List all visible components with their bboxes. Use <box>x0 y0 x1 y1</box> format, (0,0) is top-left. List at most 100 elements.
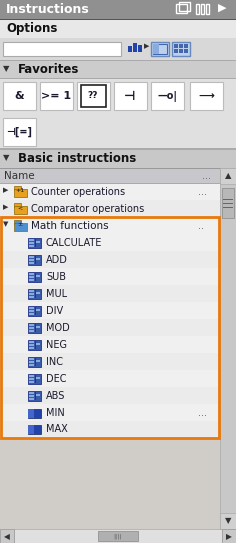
Bar <box>14 186 21 190</box>
Bar <box>29 347 34 349</box>
Bar <box>35 307 36 315</box>
Text: ⟶: ⟶ <box>198 91 214 101</box>
Bar <box>36 275 40 277</box>
Bar <box>220 513 236 529</box>
Bar <box>29 324 34 326</box>
Text: Favorites: Favorites <box>18 63 79 76</box>
Text: ⊣[=]: ⊣[=] <box>6 127 32 137</box>
Bar <box>174 49 178 53</box>
Bar <box>0 285 220 302</box>
Bar <box>29 378 34 380</box>
Bar <box>222 188 234 218</box>
Bar <box>35 358 36 366</box>
Bar <box>98 531 138 541</box>
Bar <box>29 276 34 278</box>
Bar <box>0 60 236 61</box>
Bar <box>0 302 220 319</box>
Text: ▼: ▼ <box>3 64 9 73</box>
Bar <box>0 370 220 387</box>
Text: ▶: ▶ <box>3 204 8 210</box>
Bar <box>29 327 34 329</box>
Bar <box>0 148 236 150</box>
Bar <box>36 394 40 396</box>
Text: ..: .. <box>198 221 204 231</box>
Bar <box>3 42 121 56</box>
Text: >= 1: >= 1 <box>41 91 71 101</box>
Bar <box>0 200 220 217</box>
Bar <box>14 189 27 197</box>
Bar <box>35 273 36 281</box>
Text: ??: ?? <box>88 92 98 100</box>
Bar <box>29 296 34 298</box>
Bar <box>128 46 132 52</box>
Bar <box>184 49 188 53</box>
Bar <box>190 82 223 110</box>
Text: Counter operations: Counter operations <box>31 187 125 197</box>
Bar <box>174 44 178 48</box>
Text: ◀: ◀ <box>4 532 10 541</box>
Bar <box>0 183 236 184</box>
Bar <box>0 529 14 543</box>
Bar <box>114 82 147 110</box>
Text: MAX: MAX <box>46 424 68 434</box>
Text: NEG: NEG <box>46 340 67 350</box>
Bar <box>0 353 220 370</box>
Bar <box>223 199 233 200</box>
Bar <box>77 82 110 110</box>
Bar <box>0 78 236 114</box>
Text: ...: ... <box>198 408 207 418</box>
Bar <box>28 425 41 434</box>
Bar <box>223 203 233 204</box>
Bar <box>14 206 27 214</box>
Bar <box>28 409 34 418</box>
Bar <box>29 256 34 258</box>
Text: ▶: ▶ <box>218 3 227 13</box>
Bar <box>179 49 183 53</box>
Text: ▶: ▶ <box>226 532 232 541</box>
Bar <box>0 0 236 20</box>
Bar <box>206 4 209 14</box>
Bar <box>29 242 34 244</box>
Bar <box>176 4 187 13</box>
Bar <box>201 4 204 14</box>
Text: DIV: DIV <box>46 306 63 316</box>
Bar <box>28 391 41 401</box>
Bar <box>0 183 220 200</box>
Text: ||||: |||| <box>114 533 122 539</box>
Bar <box>179 2 190 11</box>
Text: <: < <box>17 205 23 211</box>
Bar <box>36 326 40 328</box>
Bar <box>28 255 41 265</box>
Bar <box>0 38 236 60</box>
Bar <box>29 361 34 363</box>
Bar <box>29 381 34 383</box>
Bar <box>0 387 220 404</box>
Bar <box>220 168 236 184</box>
Bar <box>153 44 159 54</box>
Bar <box>0 19 236 20</box>
Bar <box>0 529 236 543</box>
Text: +1: +1 <box>15 188 25 193</box>
Text: Comparator operations: Comparator operations <box>31 204 144 214</box>
Bar <box>28 306 41 316</box>
Bar <box>29 290 34 292</box>
Text: Basic instructions: Basic instructions <box>18 152 136 165</box>
Bar <box>28 425 34 434</box>
Bar <box>29 313 34 315</box>
Bar <box>0 234 220 251</box>
Text: Math functions: Math functions <box>31 221 109 231</box>
Bar <box>0 319 220 336</box>
Bar <box>0 421 220 438</box>
Text: ▼: ▼ <box>225 516 231 525</box>
Bar <box>35 324 36 332</box>
Bar <box>29 392 34 394</box>
Text: MOD: MOD <box>46 323 70 333</box>
Bar <box>35 256 36 264</box>
Bar <box>0 251 220 268</box>
Bar <box>14 203 21 207</box>
Text: —o|: —o| <box>157 91 177 102</box>
Text: ▼: ▼ <box>3 153 9 162</box>
Bar <box>0 217 220 234</box>
Bar <box>196 4 199 14</box>
Text: DEC: DEC <box>46 374 67 384</box>
